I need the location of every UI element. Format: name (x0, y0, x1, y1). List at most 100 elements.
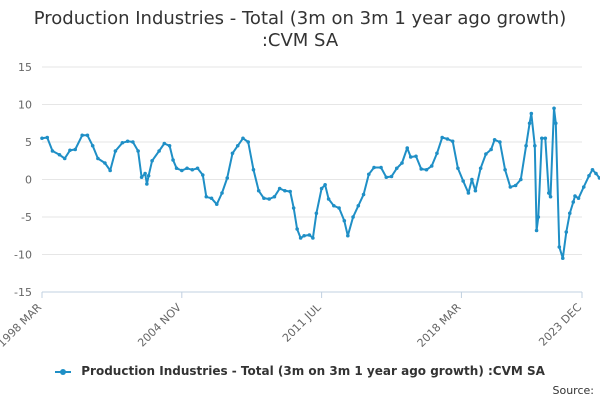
data-point (419, 167, 424, 171)
data-point (429, 164, 434, 168)
data-point (298, 236, 303, 240)
data-point (314, 211, 319, 216)
data-point (57, 152, 62, 157)
data-point (529, 111, 534, 116)
data-point (251, 167, 256, 172)
data-point (414, 154, 418, 159)
data-point (131, 140, 135, 144)
data-point (73, 147, 78, 152)
data-point (68, 148, 72, 153)
y-tick-label: 15 (18, 61, 32, 74)
data-point (50, 149, 55, 153)
data-point (195, 166, 200, 171)
data-point (171, 158, 175, 162)
data-point (489, 147, 493, 152)
data-point (513, 183, 518, 188)
data-point (332, 203, 336, 208)
data-point (540, 136, 544, 141)
data-point (214, 202, 219, 207)
data-point (366, 172, 371, 177)
data-point (400, 161, 404, 165)
data-point (45, 135, 50, 140)
data-point (473, 188, 478, 193)
data-point (209, 196, 214, 201)
data-point (590, 167, 595, 172)
data-point (108, 168, 112, 173)
data-point (351, 215, 355, 219)
data-point (597, 176, 600, 180)
data-point (478, 166, 483, 171)
data-point (174, 166, 179, 171)
data-point (552, 106, 556, 111)
legend-label: Production Industries - Total (3m on 3m … (81, 364, 545, 378)
data-point (113, 149, 118, 153)
data-point (62, 156, 67, 161)
data-point (291, 206, 296, 210)
data-point (576, 196, 581, 201)
y-tick-label: 5 (25, 136, 32, 149)
data-point (498, 140, 502, 144)
data-point (594, 171, 598, 176)
data-point (302, 233, 306, 238)
data-point (90, 143, 95, 148)
data-point (180, 168, 184, 173)
data-point (346, 233, 350, 238)
data-point (230, 151, 235, 156)
data-point (136, 149, 140, 153)
data-point (408, 155, 413, 159)
data-point (456, 166, 460, 171)
data-point (323, 182, 327, 187)
data-point (536, 215, 541, 219)
y-tick-label: -15 (14, 286, 32, 299)
data-point (235, 143, 240, 148)
data-point (553, 121, 558, 126)
data-point (143, 171, 147, 176)
data-point (220, 191, 224, 195)
data-point (200, 173, 205, 177)
data-point (519, 177, 523, 182)
data-point (484, 152, 488, 156)
data-point (379, 165, 383, 170)
data-point (295, 227, 299, 231)
data-point (564, 230, 569, 234)
data-point (548, 194, 553, 199)
data-point (573, 194, 577, 198)
data-point (267, 197, 271, 201)
source-label: Source: (552, 384, 595, 397)
y-tick-label: 10 (18, 99, 32, 112)
data-point (190, 167, 195, 172)
x-tick-label: 2004 NOV (135, 301, 184, 350)
data-point (389, 174, 394, 179)
x-tick-label: 2011 JUL (280, 300, 324, 344)
data-point (80, 133, 84, 138)
data-point (167, 143, 172, 148)
data-point (256, 188, 261, 193)
data-point (384, 175, 389, 180)
data-point (440, 135, 444, 140)
data-point (96, 156, 100, 161)
data-point (470, 177, 474, 182)
data-point (272, 194, 277, 199)
data-point (503, 167, 507, 172)
data-point (405, 146, 410, 150)
legend[interactable]: Production Industries - Total (3m on 3m … (0, 364, 600, 378)
data-point (356, 203, 361, 208)
data-point (461, 179, 465, 183)
data-point (337, 206, 341, 210)
data-point (246, 140, 251, 144)
data-point (125, 139, 130, 144)
data-point (157, 149, 161, 153)
data-point (560, 256, 565, 261)
x-tick-label: 2023 DEC (536, 301, 584, 349)
data-point (587, 173, 591, 178)
data-point (543, 136, 548, 141)
data-point (533, 143, 537, 148)
chart-title-line-2: :CVM SA (261, 30, 339, 51)
data-point (527, 121, 532, 126)
data-point (394, 166, 399, 171)
data-point (311, 236, 315, 240)
x-tick-label: 2018 MAR (415, 301, 464, 350)
data-point (241, 136, 245, 141)
data-point (225, 176, 230, 180)
